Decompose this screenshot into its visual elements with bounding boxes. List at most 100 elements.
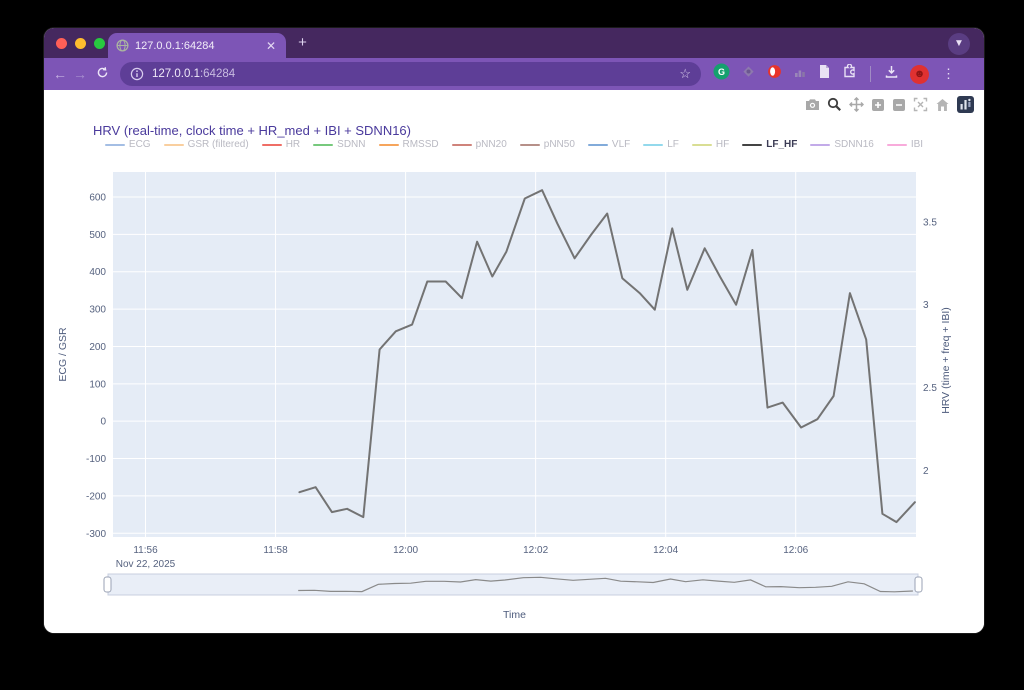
range-slider[interactable] (107, 573, 919, 596)
legend-swatch (742, 143, 763, 146)
yleft-tick-label: 300 (89, 305, 106, 316)
plotly-modebar (805, 96, 974, 113)
yleft-tick-label: 100 (89, 379, 106, 390)
legend-swatch (810, 143, 831, 146)
legend-label: ECG (128, 139, 151, 150)
legend-label: pNN20 (475, 139, 507, 150)
legend-swatch (313, 143, 334, 146)
minimize-window-button[interactable] (75, 38, 86, 49)
chart-title: HRV (real-time, clock time + HR_med + IB… (93, 123, 411, 138)
menu-kebab-icon[interactable]: ⋮ (942, 66, 955, 81)
browser-tab[interactable]: 127.0.0.1:64284 ✕ (108, 33, 286, 58)
legend-item-SDNN16[interactable]: SDNN16 (810, 139, 874, 150)
new-tab-button[interactable]: + (298, 34, 307, 51)
bookmark-star-icon[interactable]: ☆ (679, 66, 691, 81)
legend-label: IBI (910, 139, 924, 150)
legend-label: HR (285, 139, 301, 150)
extensions-puzzle-icon[interactable] (842, 63, 857, 84)
legend-swatch (691, 143, 712, 146)
browser-toolbar: ← → 127.0.0.1:64284 ☆ G (44, 58, 984, 90)
zoom-out-icon[interactable] (892, 98, 906, 112)
autoscale-icon[interactable] (913, 97, 928, 112)
legend-item-pNN20[interactable]: pNN20 (451, 139, 507, 150)
camera-icon[interactable] (805, 98, 820, 111)
traces (298, 189, 916, 524)
legend-item-pNN50[interactable]: pNN50 (519, 139, 575, 150)
range-slider-right-handle[interactable] (914, 576, 923, 593)
window-controls (56, 38, 105, 49)
site-info-icon[interactable] (130, 67, 144, 81)
grammarly-icon[interactable]: G (713, 63, 730, 85)
address-bar[interactable]: 127.0.0.1:64284 ☆ (120, 62, 701, 86)
yright-tick-label: 2.5 (923, 383, 937, 394)
legend-swatch (104, 143, 125, 146)
tab-search-chevron-icon[interactable]: ▼ (948, 33, 970, 55)
pin-icon[interactable] (767, 64, 782, 84)
zoom-icon[interactable] (827, 97, 842, 112)
download-icon[interactable] (884, 64, 899, 84)
legend-swatch (643, 143, 664, 146)
chart-icon[interactable] (793, 65, 807, 84)
back-button[interactable]: ← (53, 66, 67, 82)
legend-swatch (451, 143, 472, 146)
legend-swatch (261, 143, 282, 146)
document-icon[interactable] (818, 64, 831, 84)
toolbar-separator (870, 66, 871, 82)
yleft-tick-label: 500 (89, 230, 106, 241)
x-tick-label: 12:04 (653, 545, 678, 556)
legend-label: VLF (611, 139, 631, 150)
yleft-tick-label: 400 (89, 267, 106, 278)
zoom-in-icon[interactable] (871, 98, 885, 112)
legend-item-IBI[interactable]: IBI (886, 139, 924, 150)
range-slider-miniline (298, 576, 913, 593)
chart-legend: ECG GSR (filtered) HR SDNN RMSSD pNN20 pNN50 VL… (44, 139, 984, 150)
legend-item-HF[interactable]: HF (691, 139, 730, 150)
url-host: 127.0.0.1 (152, 68, 200, 80)
legend-item-VLF[interactable]: VLF (587, 139, 631, 150)
range-slider-left-handle[interactable] (103, 576, 112, 593)
reset-home-icon[interactable] (935, 98, 950, 112)
legend-swatch (163, 143, 184, 146)
legend-item-LF[interactable]: LF (643, 139, 679, 150)
legend-label: SDNN (337, 139, 366, 150)
legend-item-GSR (filtered)[interactable]: GSR (filtered) (163, 139, 249, 150)
legend-swatch (519, 143, 540, 146)
x-tick-label: 11:58 (263, 545, 288, 556)
page-content: HRV (real-time, clock time + HR_med + IB… (44, 90, 984, 633)
yleft-tick-label: -100 (86, 454, 106, 465)
tab-title: 127.0.0.1:64284 (135, 39, 215, 52)
plotly-chart[interactable]: 600 500 400 300 200 100 0 -100 -200 -300 3.5 3 2.5 2 1… (44, 90, 984, 633)
legend-label: HF (715, 139, 730, 150)
yleft-tick-label: 200 (89, 342, 106, 353)
trace-LF_HF[interactable] (298, 189, 916, 524)
plot-area[interactable] (113, 172, 916, 537)
legend-item-SDNN[interactable]: SDNN (313, 139, 366, 150)
browser-window: 127.0.0.1:64284 ✕ + ▼ ← → 127.0.0.1:6428… (44, 28, 984, 633)
diamond-icon[interactable] (741, 64, 756, 84)
legend-swatch (886, 143, 907, 146)
yleft-tick-label: -300 (86, 529, 106, 540)
legend-item-RMSSD[interactable]: RMSSD (378, 139, 439, 150)
legend-item-ECG[interactable]: ECG (104, 139, 151, 150)
tab-close-icon[interactable]: ✕ (265, 38, 276, 53)
zoom-window-button[interactable] (94, 38, 105, 49)
yleft-axis-title: ECG / GSR (57, 327, 69, 382)
reload-button[interactable] (92, 66, 112, 82)
tab-strip: 127.0.0.1:64284 ✕ + ▼ (44, 28, 984, 58)
plotly-logo[interactable] (957, 96, 974, 113)
yright-tick-label: 3.5 (923, 217, 937, 228)
x-tick-label: 12:00 (393, 545, 418, 556)
legend-swatch (587, 143, 608, 146)
yright-axis-title: HRV (time + freq + IBI) (940, 307, 952, 414)
pan-icon[interactable] (849, 97, 864, 112)
x-tick-label: 12:02 (523, 545, 548, 556)
legend-item-HR[interactable]: HR (261, 139, 301, 150)
legend-label: LF (667, 139, 679, 150)
svg-text:G: G (718, 67, 725, 77)
extensions-area: G ☻ ⋮ (713, 63, 955, 85)
legend-item-LF_HF[interactable]: LF_HF (742, 139, 797, 150)
close-window-button[interactable] (56, 38, 67, 49)
forward-button[interactable]: → (73, 66, 87, 82)
profile-avatar[interactable]: ☻ (910, 64, 929, 84)
legend-label: pNN50 (543, 139, 575, 150)
